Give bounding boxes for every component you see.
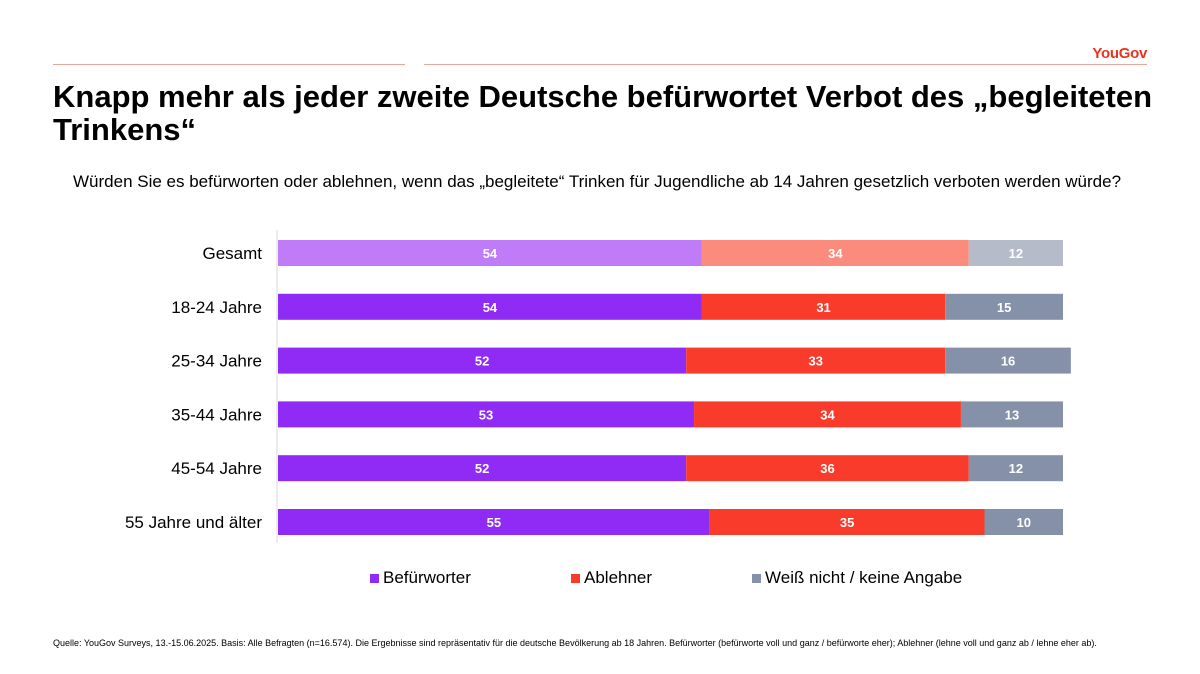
bar-ablehner [709, 509, 985, 535]
category-label: 55 Jahre und älter [125, 513, 262, 532]
legend-item-weiss-nicht: Weiß nicht / keine Angabe [752, 568, 962, 588]
data-label-ablehner: 35 [840, 515, 854, 530]
legend-swatch-weiss-nicht [752, 573, 761, 583]
bar-ablehner [701, 240, 969, 266]
data-label-befuerworter: 53 [479, 407, 493, 422]
data-label-befuerworter: 55 [487, 515, 501, 530]
stacked-bar-chart: Gesamt 54 34 12 18-24 Jahre 54 31 15 25-34 Jahre… [125, 230, 1071, 543]
bar-befuerworter [278, 401, 695, 428]
data-label-befuerworter: 52 [475, 354, 489, 369]
header-rule-left [53, 64, 405, 65]
bar-ablehner [694, 401, 961, 428]
category-label: 45-54 Jahre [171, 459, 262, 478]
category-label: Gesamt [202, 244, 262, 263]
legend-label-befuerworter: Befürworter [383, 568, 471, 587]
legend-label-weiss-nicht: Weiß nicht / keine Angabe [765, 568, 963, 587]
data-label-weiss-nicht: 13 [1005, 407, 1019, 422]
source-footnote: Quelle: YouGov Surveys, 13.-15.06.2025. … [53, 638, 1097, 648]
bar-befuerworter [278, 293, 702, 320]
data-label-befuerworter: 52 [475, 461, 489, 476]
legend-item-ablehner: Ablehner [571, 568, 652, 588]
header-rule-right [424, 64, 1147, 65]
data-label-ablehner: 31 [816, 300, 830, 315]
bar-befuerworter [278, 509, 710, 535]
data-label-weiss-nicht: 16 [1001, 354, 1015, 369]
data-label-befuerworter: 54 [483, 300, 498, 315]
category-label: 25-34 Jahre [171, 352, 262, 371]
data-label-weiss-nicht: 12 [1009, 461, 1023, 476]
bar-befuerworter [278, 347, 687, 374]
data-label-weiss-nicht: 15 [997, 300, 1011, 315]
bar-ablehner [686, 347, 946, 374]
legend-swatch-befuerworter [370, 573, 379, 583]
legend-swatch-ablehner [571, 573, 580, 583]
category-label: 18-24 Jahre [171, 298, 262, 317]
yougov-logo: YouGov [1092, 45, 1147, 62]
data-label-ablehner: 34 [820, 407, 835, 422]
bar-weiss-nicht [945, 347, 1071, 374]
data-label-weiss-nicht: 12 [1009, 246, 1023, 261]
chart-legend: Befürworter Ablehner Weiß nicht / keine … [0, 568, 1200, 590]
bar-weiss-nicht [968, 240, 1063, 266]
data-label-ablehner: 34 [828, 246, 843, 261]
bar-weiss-nicht [984, 509, 1063, 535]
bar-ablehner [701, 293, 946, 320]
bar-weiss-nicht [968, 455, 1063, 482]
bar-ablehner [686, 455, 969, 482]
bar-weiss-nicht [945, 293, 1063, 320]
data-label-ablehner: 33 [808, 354, 822, 369]
survey-question: Würden Sie es befürworten oder ablehnen,… [73, 172, 1122, 191]
legend-label-ablehner: Ablehner [584, 568, 653, 587]
page-title: Knapp mehr als jeder zweite Deutsche bef… [53, 79, 1153, 147]
data-label-weiss-nicht: 10 [1017, 515, 1031, 530]
legend-item-befuerworter: Befürworter [370, 568, 471, 588]
data-label-befuerworter: 54 [483, 246, 498, 261]
category-label: 35-44 Jahre [171, 405, 262, 424]
bar-weiss-nicht [960, 401, 1063, 428]
data-label-ablehner: 36 [820, 461, 834, 476]
bar-befuerworter [278, 240, 702, 266]
bar-befuerworter [278, 455, 687, 482]
